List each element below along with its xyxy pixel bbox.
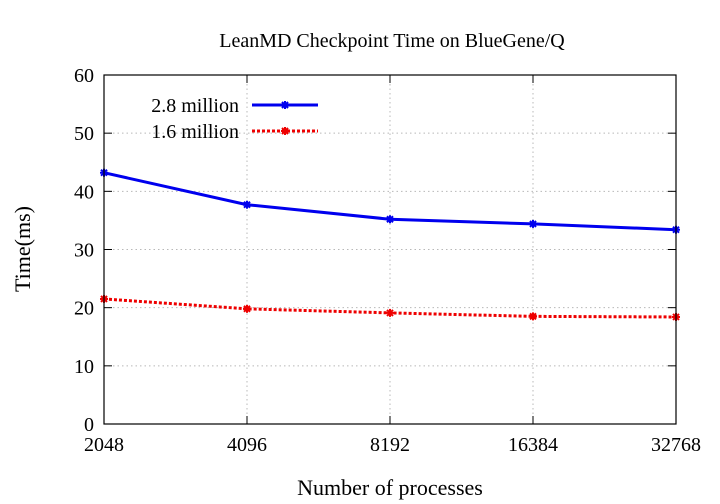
y-tick-label: 20: [74, 298, 94, 320]
y-tick-label: 10: [74, 356, 94, 378]
data-point: [243, 200, 251, 209]
legend-label: 1.6 million: [151, 121, 239, 143]
x-tick-label: 16384: [508, 434, 558, 456]
data-point: [386, 308, 394, 317]
grid: [104, 75, 676, 424]
x-tick-label: 8192: [370, 434, 410, 456]
x-tick-label: 32768: [651, 434, 701, 456]
y-tick-label: 0: [84, 414, 94, 436]
legend-label: 2.8 million: [151, 95, 239, 117]
data-point: [281, 127, 289, 135]
y-tick-label: 60: [74, 65, 94, 87]
x-axis-ticks: 2048 4096 8192 16384 32768: [84, 75, 701, 456]
series-2: [100, 294, 680, 321]
y-axis-ticks: 0 10 20 30 40 50 60: [74, 65, 676, 436]
series-layer: [100, 168, 680, 321]
x-tick-label: 2048: [84, 434, 124, 456]
y-tick-label: 30: [74, 240, 94, 262]
legend: 2.8 million 1.6 million: [151, 95, 318, 143]
data-point: [386, 215, 394, 224]
legend-entry: 1.6 million: [151, 121, 318, 143]
data-point: [529, 312, 537, 321]
legend-entry: 2.8 million: [151, 95, 318, 117]
data-point: [529, 219, 537, 228]
y-tick-label: 50: [74, 123, 94, 145]
y-tick-label: 40: [74, 181, 94, 203]
data-point: [281, 101, 289, 109]
x-axis-label: Number of processes: [297, 475, 483, 500]
y-axis-label: Time(ms): [10, 206, 35, 292]
data-point: [243, 304, 251, 313]
chart-title: LeanMD Checkpoint Time on BlueGene/Q: [219, 30, 565, 52]
x-tick-label: 4096: [227, 434, 267, 456]
